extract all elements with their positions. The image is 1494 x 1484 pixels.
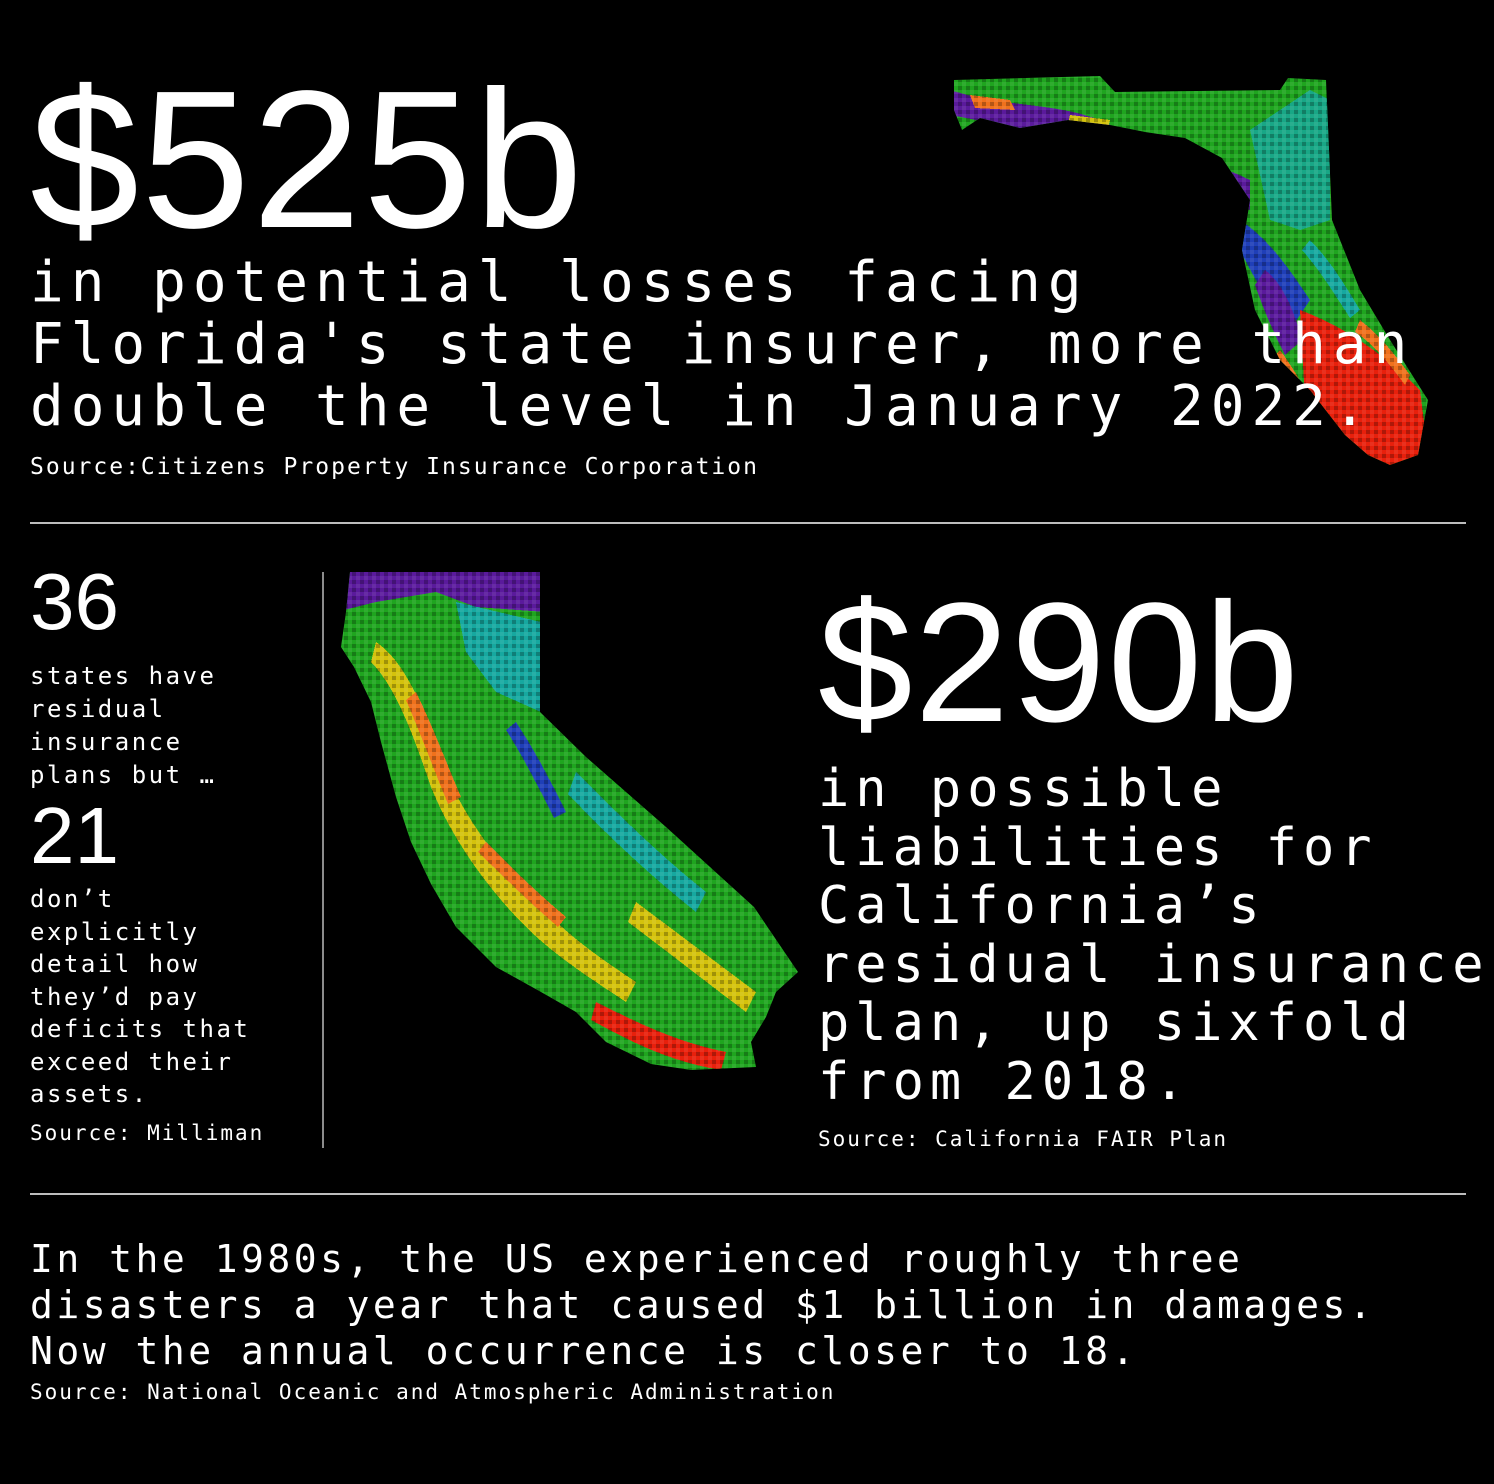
states-no-plan-count: 21 [30, 791, 119, 880]
florida-description-line: double the level in January 2022. [30, 374, 1374, 439]
california-description-line: liabilities for [818, 817, 1378, 878]
no-plan-text-line: explicitly [30, 917, 200, 946]
no-plan-text-line: detail how [30, 950, 200, 978]
florida-source: Source:Citizens Property Insurance Corpo… [30, 454, 759, 480]
section-divider [30, 522, 1466, 524]
california-liability-figure: $290b [818, 568, 1301, 758]
states-no-plan-text: don’t explicitly detail how they’d pay d… [30, 883, 250, 1111]
california-liability-description: in possible liabilities for California’s… [818, 760, 1490, 1111]
florida-risk-map [954, 76, 1428, 465]
no-plan-text-line: they’d pay [30, 982, 200, 1011]
no-plan-text-line: don’t [30, 885, 115, 913]
disasters-description: In the 1980s, the US experienced roughly… [30, 1236, 1375, 1374]
california-description-line: residual insurance [818, 934, 1490, 995]
california-description-line: from 2018. [818, 1051, 1192, 1112]
california-risk-map [341, 572, 798, 1070]
no-plan-text-line: deficits that [30, 1015, 251, 1043]
states-with-plans-count: 36 [30, 557, 119, 646]
california-description-line: in possible [818, 759, 1229, 819]
section-divider [30, 1193, 1466, 1195]
florida-loss-description: in potential losses facing Florida's sta… [30, 252, 1414, 438]
disasters-description-line: Now the annual occurrence is closer to 1… [30, 1329, 1138, 1373]
disasters-description-line: disasters a year that caused $1 billion … [30, 1283, 1376, 1327]
states-text-line: insurance [30, 728, 183, 756]
florida-loss-figure: $525b [30, 50, 586, 269]
states-text-line: residual [30, 695, 166, 723]
states-text-line: states have [30, 662, 217, 690]
column-divider [322, 572, 324, 1148]
disasters-description-line: In the 1980s, the US experienced roughly… [30, 1237, 1244, 1281]
states-with-plans-text: states have residual insurance plans but… [30, 660, 216, 792]
milliman-source: Source: Milliman [30, 1121, 265, 1145]
california-description-line: plan, up sixfold [818, 993, 1415, 1053]
florida-description-line: in potential losses facing [30, 250, 1089, 315]
no-plan-text-line: exceed their [30, 1047, 234, 1076]
no-plan-text-line: assets. [30, 1080, 149, 1108]
states-text-line: plans but … [30, 761, 217, 789]
california-description-line: California’s [818, 876, 1266, 936]
disasters-source: Source: National Oceanic and Atmospheric… [30, 1380, 836, 1404]
california-source: Source: California FAIR Plan [818, 1127, 1229, 1151]
florida-description-line: Florida's state insurer, more than [30, 312, 1415, 377]
